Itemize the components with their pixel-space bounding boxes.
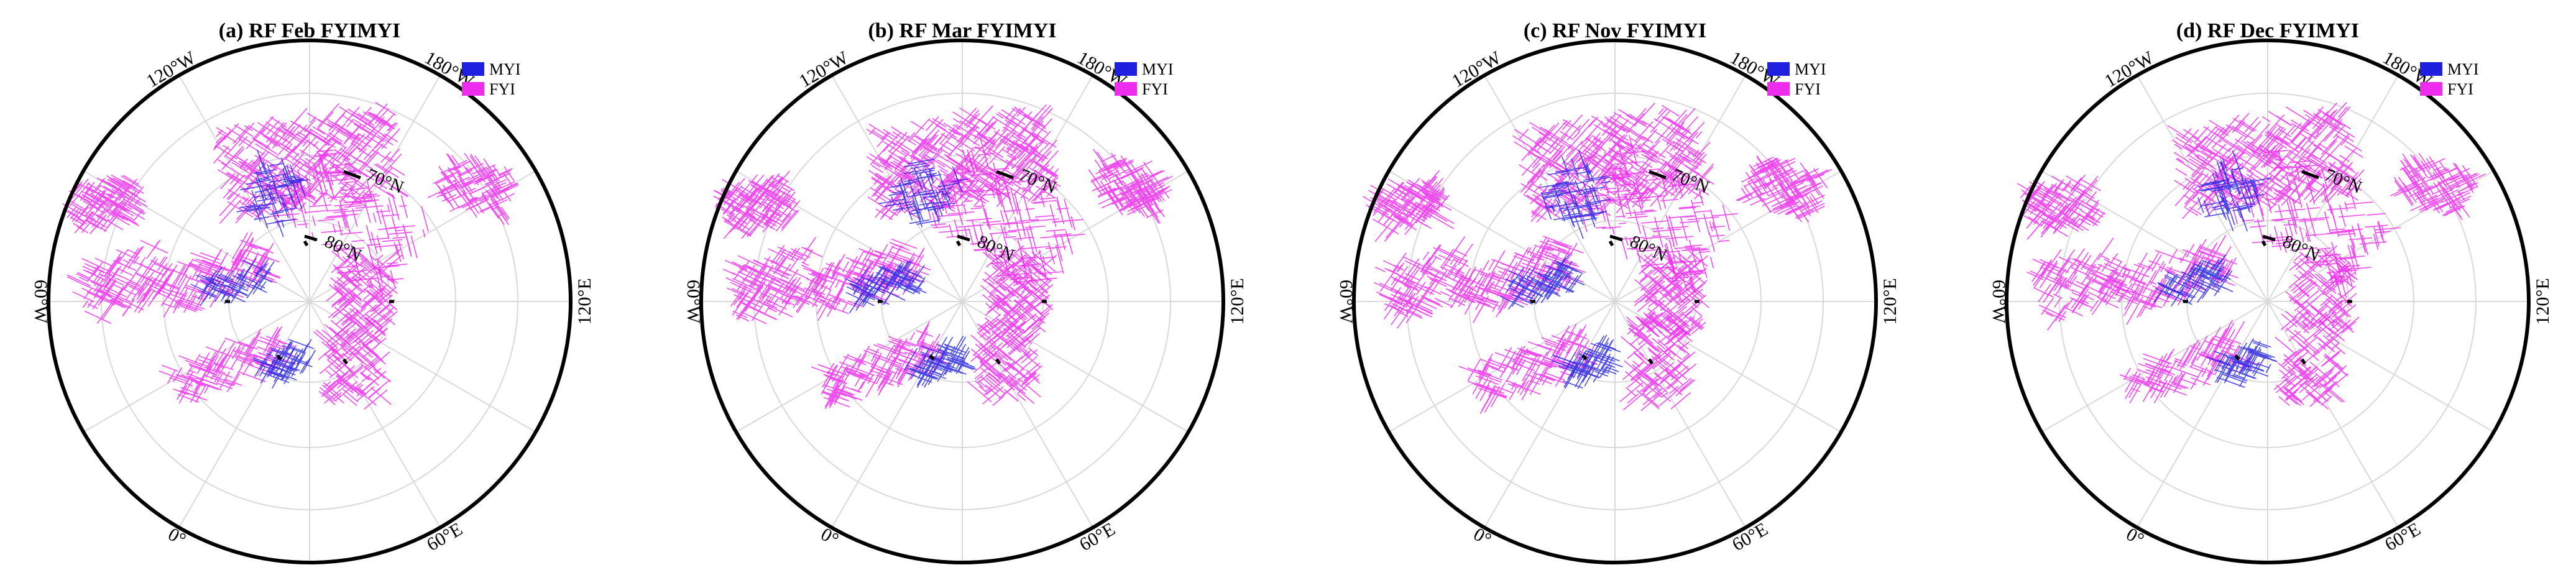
ice-tracks	[2017, 102, 2486, 410]
legend-swatch-fyi	[2420, 82, 2442, 96]
polar-map	[699, 39, 1225, 564]
map-boundary	[2005, 39, 2531, 564]
legend: MYI FYI	[1767, 60, 1826, 98]
lon-label-120e: 120°E	[1880, 278, 1900, 324]
legend-label-myi: MYI	[2447, 60, 2479, 78]
panel-title: (b) RF Mar FYIMYI	[868, 19, 1056, 42]
graticule	[48, 40, 571, 563]
lon-label-60w: 60°W	[30, 280, 51, 324]
lon-label-120e: 120°E	[1227, 278, 1248, 324]
legend-swatch-myi	[1115, 62, 1137, 76]
legend: MYI FYI	[2420, 60, 2479, 98]
lon-label-0: 0°	[165, 524, 190, 550]
lon-label-120w: 120°W	[1448, 47, 1505, 92]
legend-swatch-myi	[2420, 62, 2442, 76]
lon-label-120w: 120°W	[143, 47, 200, 92]
polar-map	[2005, 39, 2531, 564]
lat-ring-ticks	[1530, 240, 1700, 365]
map-boundary	[699, 39, 1225, 564]
legend-label-fyi: FYI	[1142, 80, 1168, 98]
ice-tracks	[62, 101, 519, 410]
lon-label-120e: 120°E	[574, 278, 595, 324]
ice-tracks	[713, 104, 1173, 410]
legend-swatch-myi	[462, 62, 484, 76]
lon-label-60w: 60°W	[1336, 280, 1356, 324]
graticule	[1354, 40, 1876, 563]
legend-label-myi: MYI	[1142, 60, 1174, 78]
ice-tracks	[1363, 103, 1833, 415]
lon-label-60w: 60°W	[1989, 280, 2009, 324]
lon-label-0: 0°	[1470, 524, 1495, 550]
map-panel-b: (b) RF Mar FYIMYI 120°W 180°W 60°W 120°E…	[683, 19, 1248, 564]
legend-label-fyi: FYI	[1795, 80, 1821, 98]
polar-map	[47, 39, 573, 564]
legend: MYI FYI	[462, 60, 521, 98]
lat-label-80n: 80°N	[304, 231, 365, 265]
legend-label-myi: MYI	[1795, 60, 1826, 78]
legend: MYI FYI	[1115, 60, 1174, 98]
legend-label-fyi: FYI	[2447, 80, 2473, 98]
map-boundary	[1352, 39, 1878, 564]
lon-label-0: 0°	[2123, 524, 2148, 550]
graticule	[701, 40, 1223, 563]
legend-swatch-fyi	[462, 82, 484, 96]
lat-ring-ticks	[878, 240, 1047, 365]
panel-title: (d) RF Dec FYIMYI	[2176, 19, 2359, 42]
lon-label-120e: 120°E	[2532, 278, 2553, 324]
lon-label-120w: 120°W	[2101, 47, 2158, 92]
map-panel-d: (d) RF Dec FYIMYI 120°W 180°W 60°W 120°E…	[1989, 19, 2553, 564]
map-panel-c: (c) RF Nov FYIMYI 120°W 180°W 60°W 120°E…	[1336, 19, 1900, 564]
legend-swatch-fyi	[1115, 82, 1137, 96]
polar-map	[1352, 39, 1878, 564]
panel-title: (c) RF Nov FYIMYI	[1524, 19, 1706, 42]
lon-label-120w: 120°W	[796, 47, 852, 92]
lat-label-80n: 80°N	[2262, 231, 2323, 265]
map-panel-a: (a) RF Feb FYIMYI 120°W 180°W 60°W 120°E…	[30, 19, 595, 564]
lat-label-80n: 80°N	[957, 231, 1018, 265]
lon-label-0: 0°	[817, 524, 842, 550]
panel-title: (a) RF Feb FYIMYI	[219, 19, 400, 42]
legend-swatch-fyi	[1767, 82, 1790, 96]
lat-label-70n: 70°N	[1649, 165, 1712, 198]
lon-label-60w: 60°W	[683, 280, 704, 324]
lat-ring-ticks	[2183, 240, 2352, 365]
legend-label-myi: MYI	[489, 60, 521, 78]
map-boundary	[47, 39, 573, 564]
legend-label-fyi: FYI	[489, 80, 515, 98]
lat-ring-ticks	[225, 240, 394, 365]
legend-swatch-myi	[1767, 62, 1790, 76]
